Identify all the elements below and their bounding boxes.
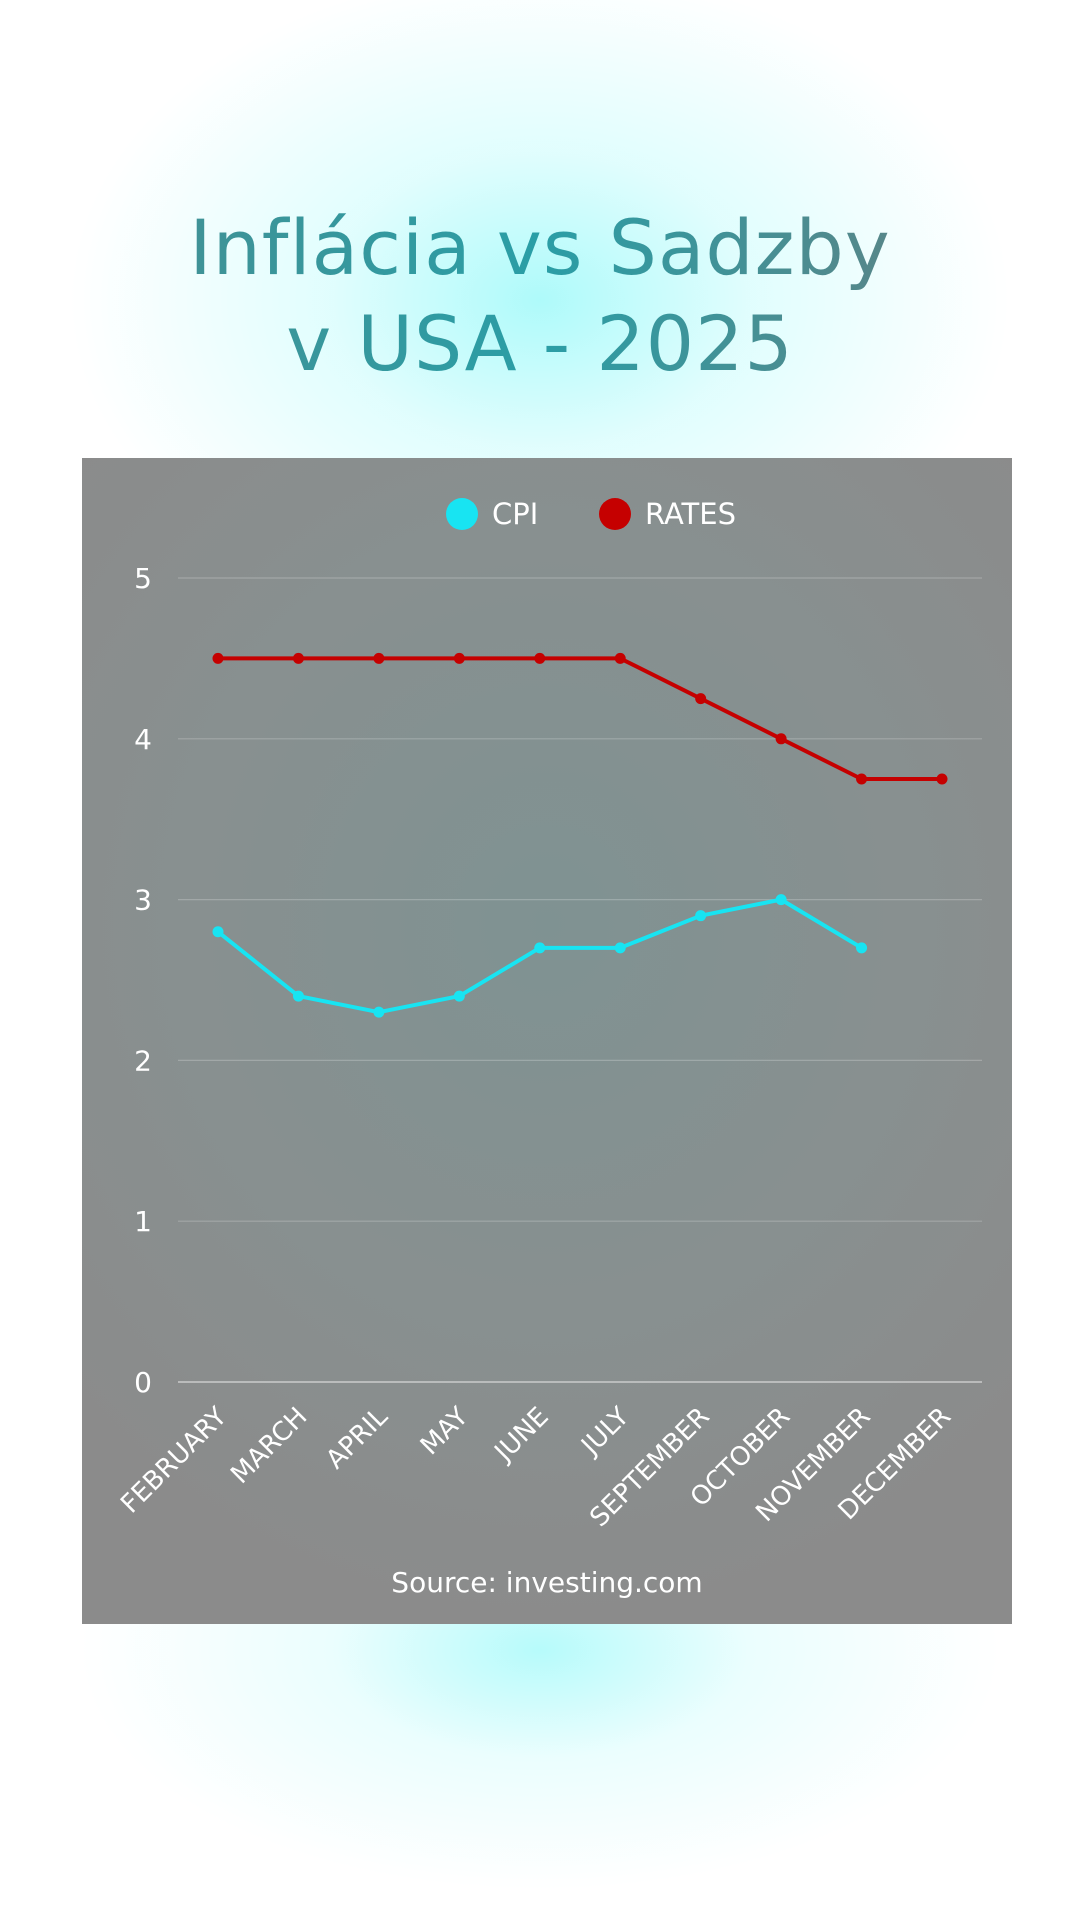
y-tick-label: 0 bbox=[134, 1366, 152, 1399]
chart-title-line-1: Inflácia vs Sadzby bbox=[0, 200, 1080, 296]
legend: CPI RATES bbox=[446, 497, 736, 531]
rates-data-point bbox=[936, 773, 948, 785]
rates-data-point bbox=[614, 652, 626, 664]
source-note: Source: investing.com bbox=[391, 1566, 703, 1599]
gridlines bbox=[178, 577, 982, 1383]
cpi-data-point bbox=[856, 942, 868, 954]
cpi-series-line bbox=[216, 897, 864, 1015]
rates-data-point bbox=[775, 733, 787, 745]
rates-legend-marker bbox=[599, 498, 631, 530]
cpi-data-point bbox=[695, 910, 707, 922]
rates-series-line bbox=[216, 656, 944, 781]
x-tick-label: APRIL bbox=[321, 1401, 395, 1475]
series bbox=[212, 652, 948, 1018]
y-tick-label: 2 bbox=[134, 1044, 152, 1077]
y-tick-label: 4 bbox=[134, 723, 152, 756]
x-tick-label: JUNE bbox=[488, 1402, 555, 1469]
cpi-data-point bbox=[212, 926, 224, 938]
x-tick-label: MAY bbox=[415, 1402, 475, 1462]
cpi-data-point bbox=[775, 894, 787, 906]
rates-data-point bbox=[373, 652, 385, 664]
cpi-data-point bbox=[534, 942, 546, 954]
chart-title-line-2: v USA - 2025 bbox=[0, 296, 1080, 392]
cpi-legend-marker bbox=[446, 498, 478, 530]
chart-title: Inflácia vs Sadzby v USA - 2025 bbox=[0, 200, 1080, 392]
rates-data-point bbox=[534, 652, 546, 664]
x-tick-label: MARCH bbox=[225, 1402, 313, 1490]
rates-data-point bbox=[453, 652, 465, 664]
y-axis-ticks: 0 1 2 3 4 5 bbox=[134, 562, 152, 1399]
y-tick-label: 1 bbox=[134, 1205, 152, 1238]
rates-data-point bbox=[695, 693, 707, 705]
rates-data-point bbox=[856, 773, 868, 785]
cpi-data-point bbox=[614, 942, 626, 954]
y-tick-label: 5 bbox=[134, 562, 152, 595]
rates-legend-label: RATES bbox=[645, 497, 736, 531]
cpi-legend-label: CPI bbox=[492, 497, 538, 531]
y-tick-label: 3 bbox=[134, 884, 152, 917]
x-tick-label: JULY bbox=[575, 1402, 636, 1463]
cpi-data-point bbox=[292, 990, 304, 1002]
cpi-data-point bbox=[453, 990, 465, 1002]
rates-data-point bbox=[292, 652, 304, 664]
rates-data-point bbox=[212, 652, 224, 664]
cpi-data-point bbox=[373, 1006, 385, 1018]
x-tick-label: FEBRUARY bbox=[115, 1402, 233, 1520]
